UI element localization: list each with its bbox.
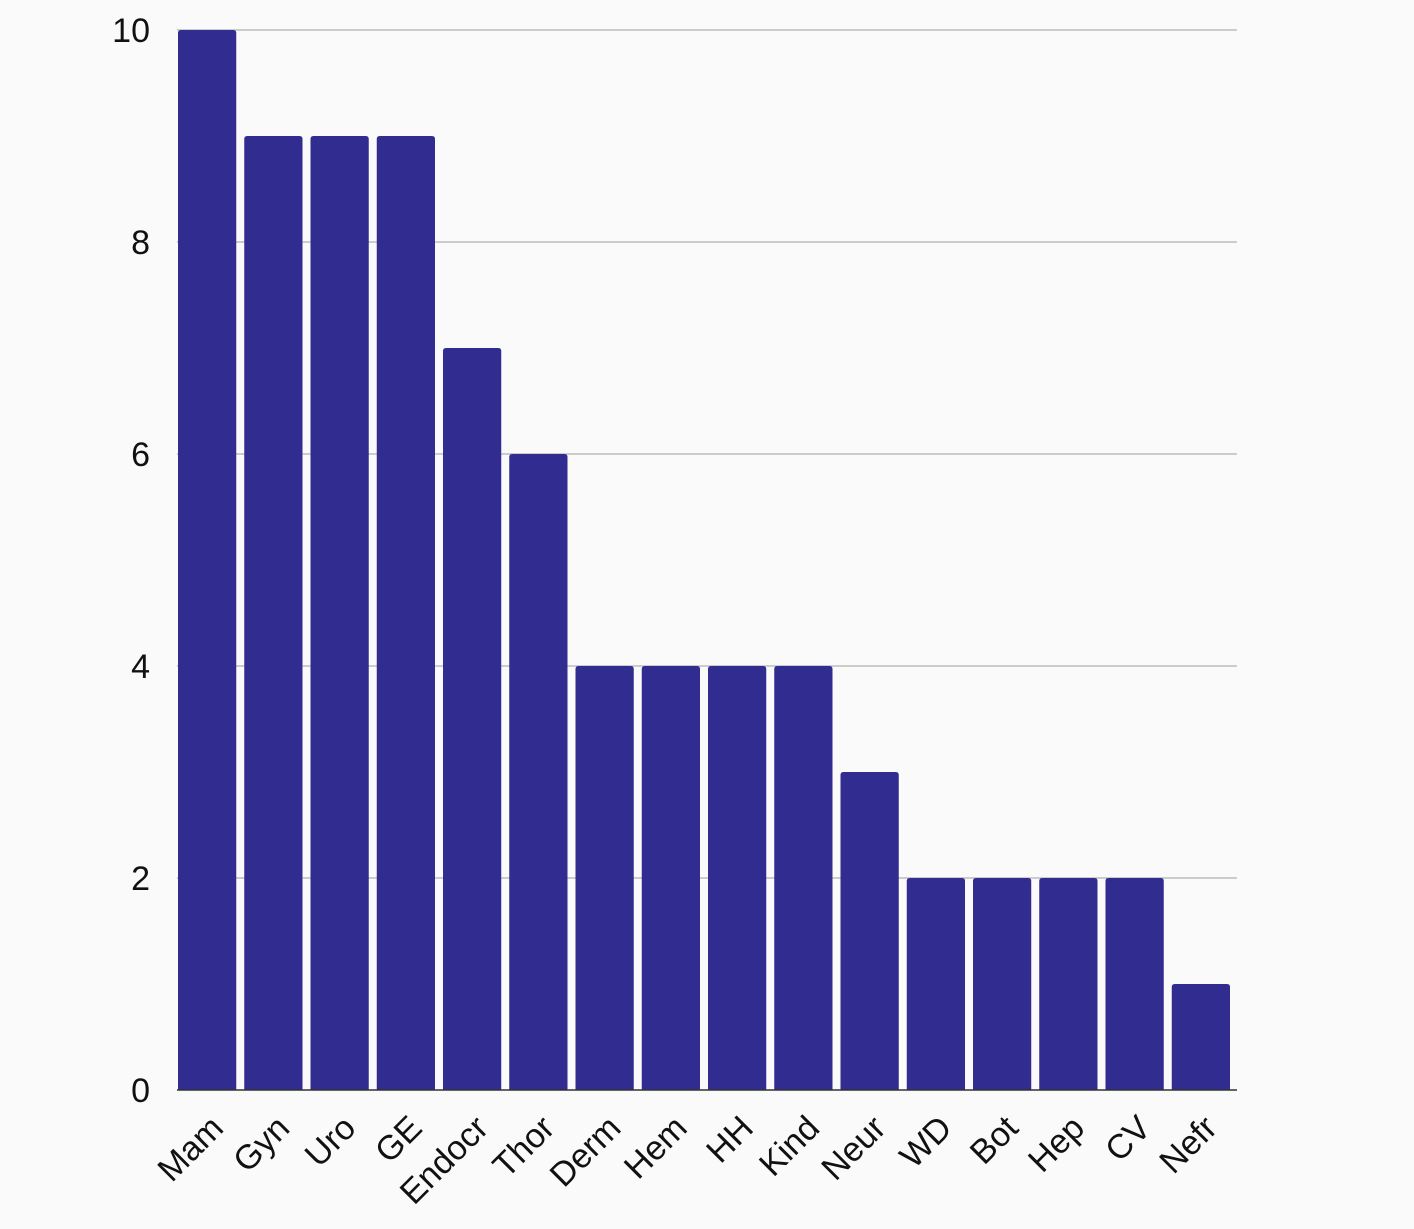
- x-tick-label: Hem: [617, 1109, 695, 1187]
- y-tick-label: 6: [131, 436, 150, 474]
- bar-thor: [509, 454, 568, 1090]
- bar-hep: [1039, 878, 1098, 1090]
- x-tick-label: Mam: [150, 1109, 230, 1189]
- y-axis-tick-labels: 0 2 4 6 8 10: [112, 12, 150, 1110]
- bar-gyn: [244, 136, 303, 1090]
- x-tick-label: Hep: [1021, 1109, 1092, 1180]
- y-tick-label: 8: [131, 224, 150, 262]
- y-tick-label: 4: [131, 648, 150, 686]
- y-tick-label: 10: [112, 12, 150, 50]
- y-tick-label: 2: [131, 860, 150, 898]
- bar-ge: [376, 136, 435, 1090]
- y-tick-label: 0: [131, 1072, 150, 1110]
- x-tick-label: Derm: [543, 1109, 629, 1195]
- x-tick-label: Gyn: [226, 1109, 297, 1180]
- bar-hh: [708, 666, 767, 1090]
- x-tick-label: HH: [699, 1109, 761, 1171]
- x-tick-label: Neur: [814, 1109, 893, 1188]
- bar-bot: [973, 878, 1032, 1090]
- bar-kind: [774, 666, 833, 1090]
- bar-derm: [575, 666, 634, 1090]
- x-tick-label: CV: [1098, 1109, 1158, 1169]
- x-tick-label: Uro: [298, 1109, 364, 1175]
- bar-endocr: [443, 348, 502, 1090]
- bar-cv: [1105, 878, 1164, 1090]
- bar-hem: [641, 666, 700, 1090]
- x-tick-label: Nefr: [1152, 1109, 1224, 1181]
- bar-uro: [310, 136, 369, 1090]
- x-tick-label: WD: [893, 1109, 960, 1176]
- bars: [178, 30, 1230, 1090]
- bar-nefr: [1171, 984, 1230, 1090]
- bar-wd: [906, 878, 965, 1090]
- bar-neur: [840, 772, 899, 1090]
- bar-mam: [178, 30, 237, 1090]
- x-tick-label: Bot: [963, 1108, 1026, 1171]
- x-tick-label: Kind: [752, 1109, 827, 1184]
